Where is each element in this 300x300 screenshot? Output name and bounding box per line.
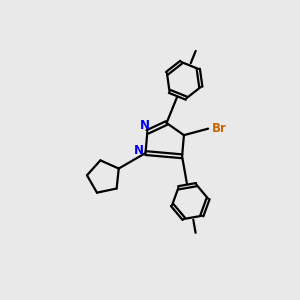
Text: Br: Br <box>212 122 226 135</box>
Text: N: N <box>134 144 144 157</box>
Text: N: N <box>140 119 150 132</box>
